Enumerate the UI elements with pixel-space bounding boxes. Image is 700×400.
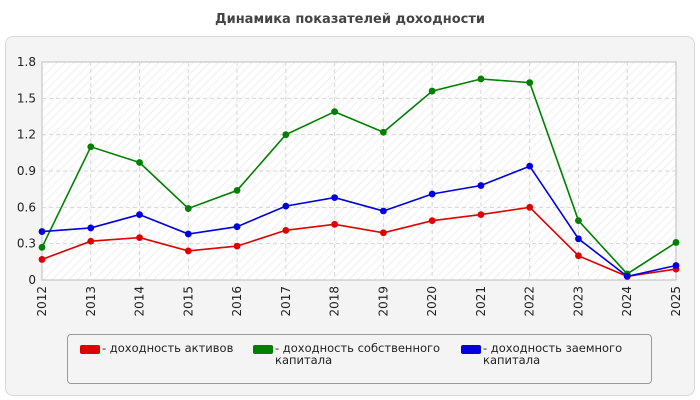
- legend: - доходность активов - доходность собств…: [67, 334, 652, 384]
- data-point: [184, 247, 192, 255]
- series-line-2: [41, 165, 677, 278]
- x-tick-label: 2013: [84, 286, 98, 317]
- legend-swatch-assets: [80, 345, 100, 354]
- legend-swatch-debt: [461, 345, 481, 354]
- data-point: [184, 205, 192, 212]
- y-tick-label: 1.2: [17, 128, 36, 142]
- data-point: [428, 190, 436, 198]
- x-tick-label: 2012: [35, 286, 49, 317]
- x-tick-label: 2014: [133, 286, 147, 317]
- data-point: [477, 75, 485, 83]
- data-point: [184, 230, 192, 238]
- data-point: [136, 234, 143, 242]
- data-point: [282, 226, 290, 234]
- legend-label-equity: - доходность собственного капитала: [275, 341, 441, 367]
- y-tick-label: 1.8: [17, 55, 36, 69]
- y-tick-label: 1.5: [17, 91, 36, 105]
- series-line-0: [41, 206, 677, 278]
- y-tick-label: 0.9: [17, 164, 36, 178]
- x-tick-label: 2016: [230, 286, 244, 317]
- data-point: [575, 252, 582, 260]
- data-point: [331, 194, 339, 202]
- legend-label-debt: - доходность заемного капитала: [483, 341, 623, 367]
- series-layer: [38, 75, 680, 280]
- data-point: [428, 87, 436, 95]
- x-tick-label: 2018: [328, 286, 342, 317]
- data-point: [526, 79, 534, 86]
- data-point: [136, 159, 143, 166]
- data-point: [282, 131, 290, 139]
- data-point: [233, 223, 241, 231]
- data-point: [38, 243, 46, 251]
- data-point: [136, 211, 143, 219]
- series-line-1: [41, 78, 677, 275]
- data-point: [672, 239, 680, 246]
- x-tick-label: 2020: [425, 286, 439, 317]
- data-point: [87, 143, 95, 151]
- data-point: [282, 202, 290, 210]
- data-point: [233, 186, 241, 194]
- x-axis: 2012 2013 2014 2015 2016 2017 2018 2019 2020 2021…: [35, 286, 683, 317]
- data-point: [379, 229, 387, 237]
- y-tick-label: 0.6: [17, 200, 36, 214]
- data-point: [575, 235, 582, 243]
- chart-title: Динамика показателей доходности: [215, 12, 485, 27]
- data-point: [379, 207, 387, 215]
- data-point: [87, 237, 95, 245]
- data-point: [428, 217, 436, 225]
- data-point: [87, 224, 95, 232]
- data-point: [38, 256, 46, 263]
- legend-label-assets: - доходность активов: [102, 341, 234, 355]
- data-point: [379, 128, 387, 136]
- x-tick-label: 2021: [474, 286, 488, 317]
- data-point: [575, 217, 582, 225]
- y-axis: 0 0.3 0.6 0.9 1.2 1.5 1.8: [17, 55, 36, 287]
- data-point: [477, 182, 485, 189]
- data-point: [233, 242, 241, 250]
- x-tick-label: 2019: [376, 286, 390, 317]
- data-point: [38, 228, 46, 235]
- y-tick-label: 0: [28, 273, 36, 287]
- x-tick-label: 2017: [279, 286, 293, 317]
- data-point: [672, 262, 680, 269]
- data-point: [331, 220, 339, 228]
- x-tick-label: 2015: [181, 286, 195, 317]
- x-tick-label: 2023: [571, 286, 585, 317]
- legend-swatch-equity: [253, 345, 273, 354]
- data-point: [526, 203, 534, 211]
- x-tick-label: 2024: [620, 286, 634, 317]
- data-point: [331, 108, 339, 116]
- data-point: [623, 272, 631, 280]
- x-tick-label: 2025: [669, 286, 683, 317]
- y-tick-label: 0.3: [17, 237, 36, 251]
- x-tick-label: 2022: [523, 286, 537, 317]
- data-point: [526, 162, 534, 170]
- data-point: [477, 211, 485, 219]
